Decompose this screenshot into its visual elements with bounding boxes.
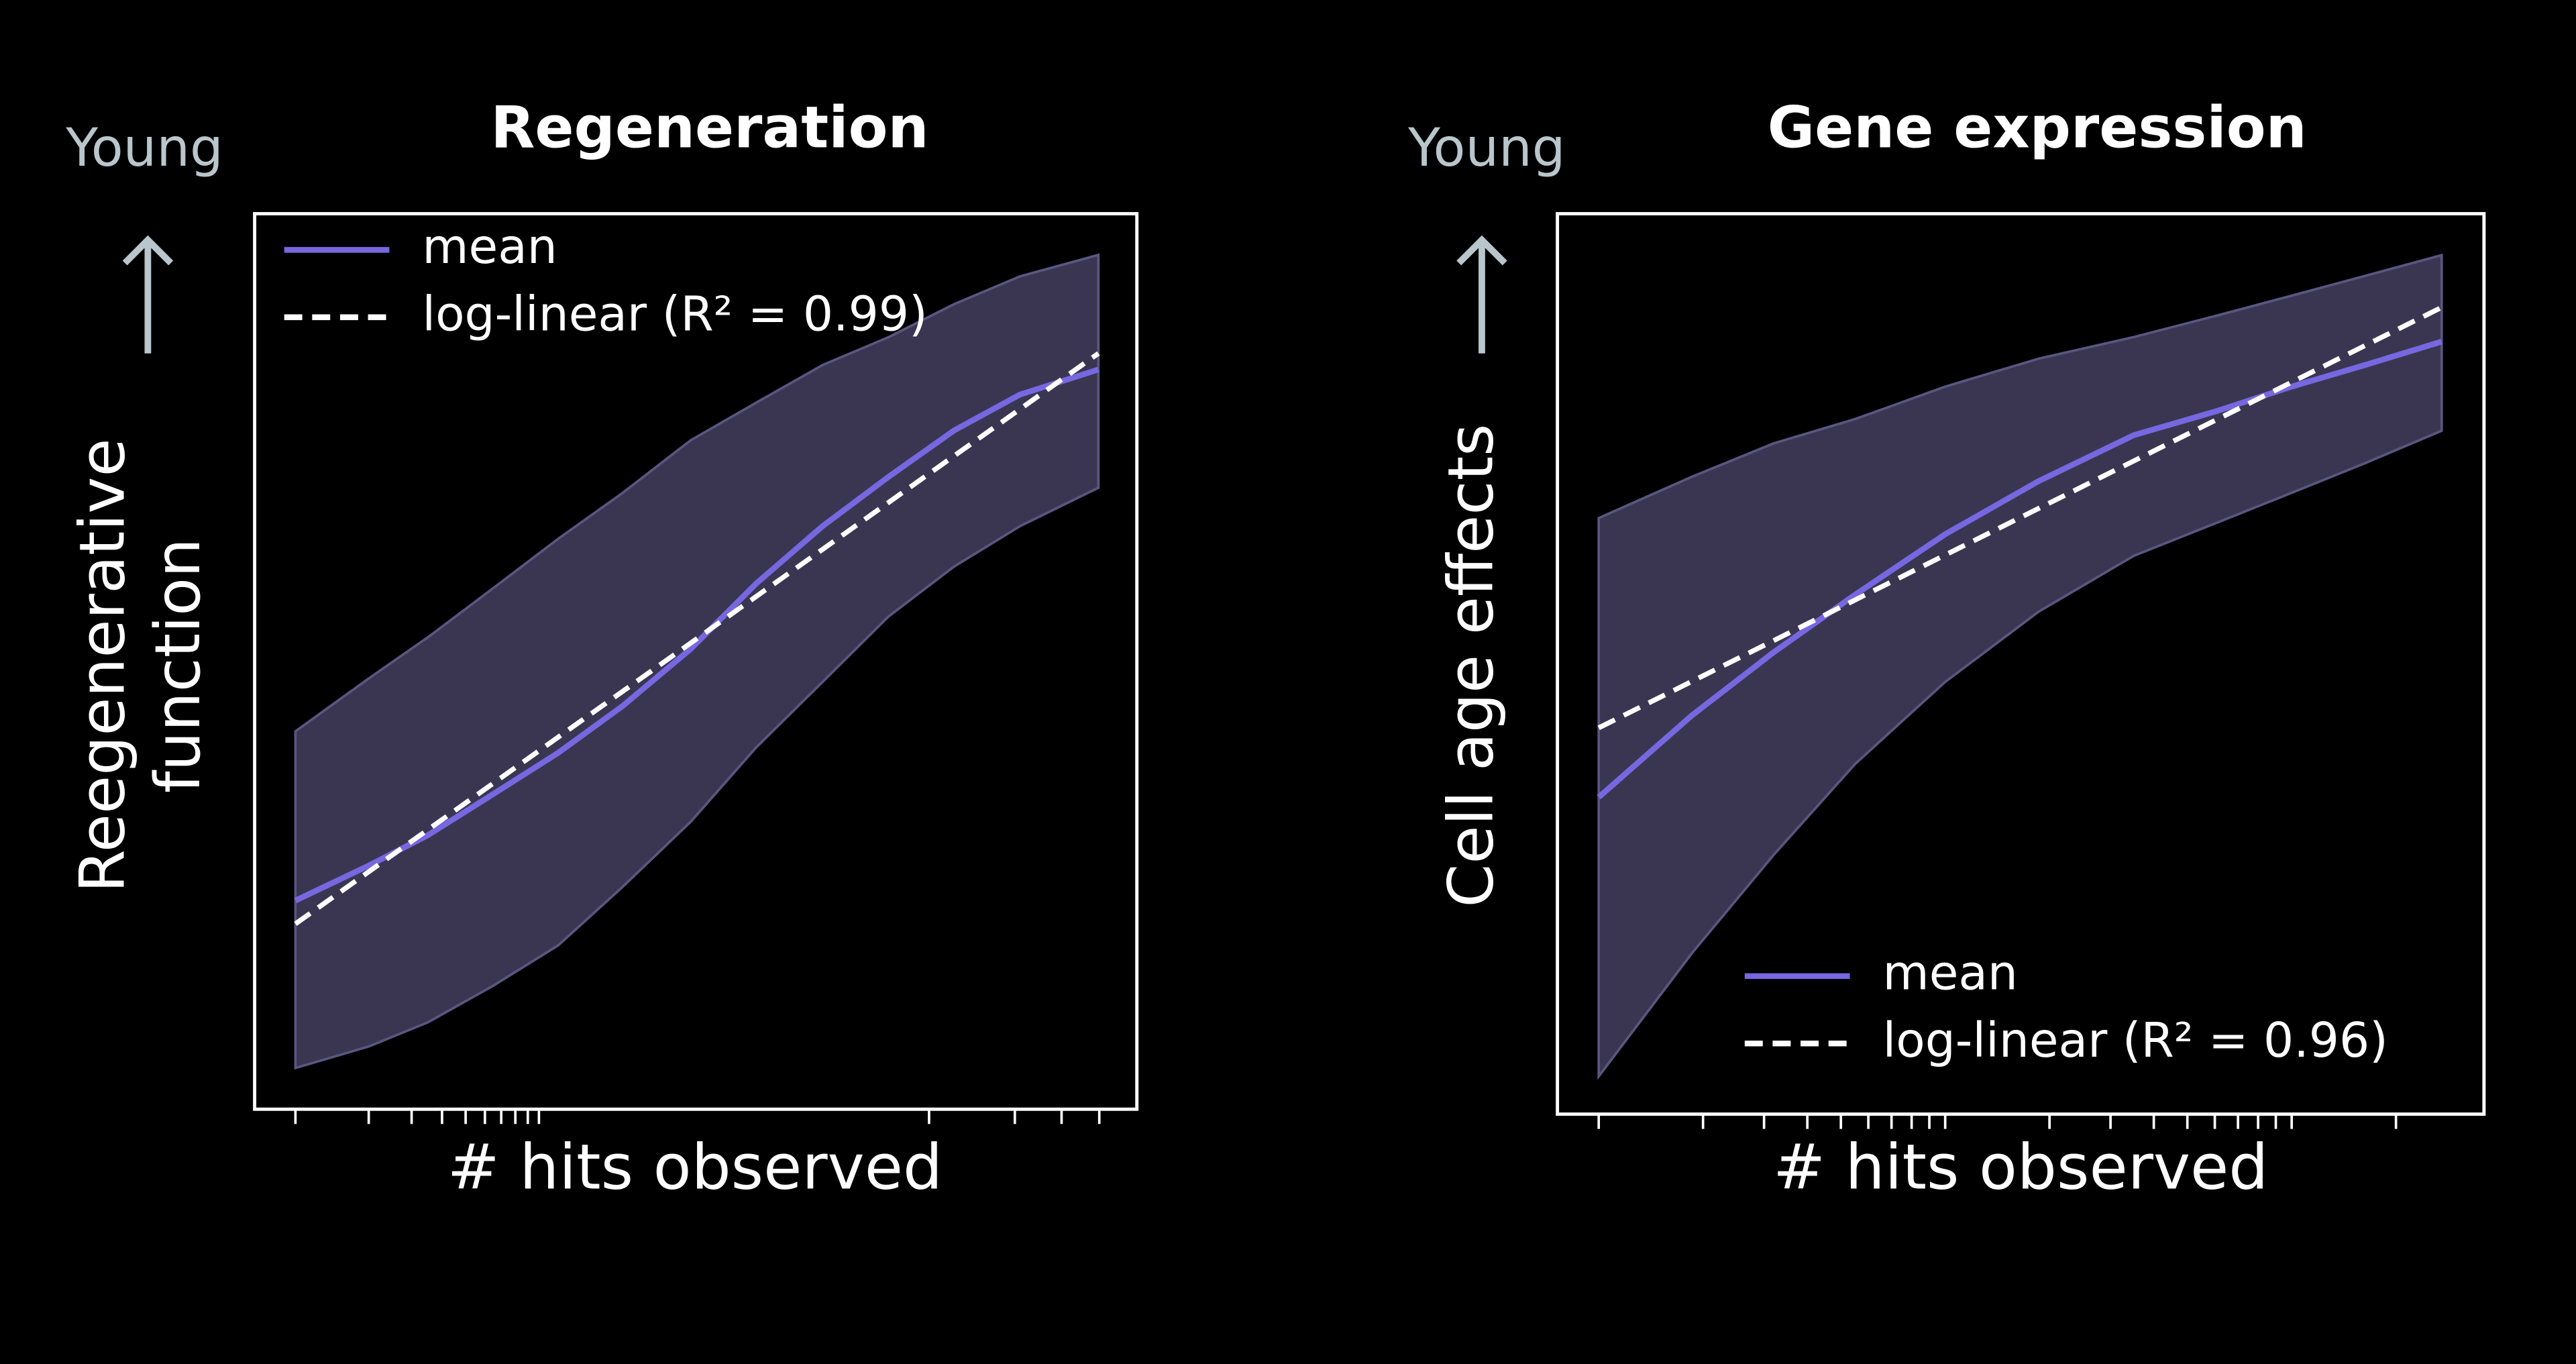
- young-label: Young: [65, 117, 223, 178]
- young-label: Young: [1407, 117, 1565, 178]
- up-arrow: [122, 235, 174, 354]
- x-axis-label: # hits observed: [447, 1131, 943, 1204]
- plot-frame: [253, 212, 1139, 1111]
- y-axis-label: function: [142, 538, 214, 793]
- y-axis-label: Cell age effects: [1435, 423, 1507, 907]
- y-axis-label: Reegenerative: [66, 438, 139, 892]
- up-arrow: [1456, 235, 1507, 354]
- fit-line: [1597, 305, 2443, 731]
- x-axis-label: # hits observed: [1773, 1131, 2268, 1204]
- mean-line: [1597, 339, 2443, 800]
- legend-label: mean: [1883, 945, 2018, 1000]
- fit-line: [294, 351, 1100, 926]
- legend-label: mean: [422, 219, 557, 274]
- chart-title: Gene expression: [1768, 95, 2307, 162]
- confidence-band: [1597, 253, 2443, 1080]
- confidence-band: [294, 253, 1100, 1070]
- legend-label: log-linear (R² = 0.99): [422, 286, 927, 342]
- mean-line: [294, 366, 1099, 904]
- legend-label: log-linear (R² = 0.96): [1883, 1012, 2388, 1068]
- plot-frame: [1556, 212, 2486, 1116]
- chart-title: Regeneration: [490, 95, 928, 162]
